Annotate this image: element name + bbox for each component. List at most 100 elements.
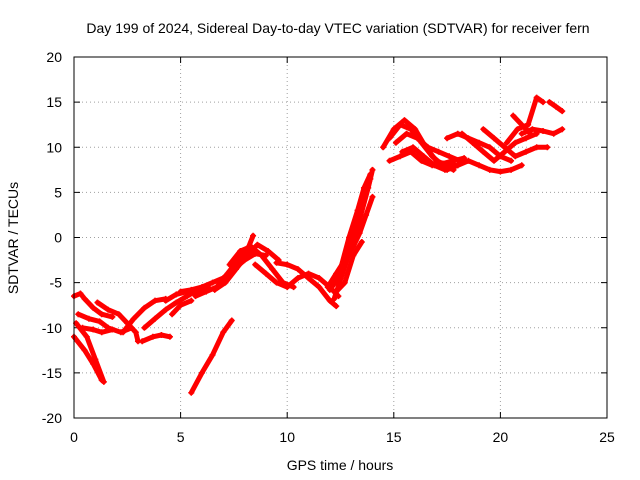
data-point — [360, 184, 367, 191]
data-point — [420, 153, 427, 160]
data-point — [424, 144, 431, 151]
data-point — [141, 324, 148, 331]
data-point — [81, 295, 88, 302]
x-axis-label: GPS time / hours — [287, 457, 394, 473]
y-tick-label: 20 — [46, 49, 62, 65]
data-point — [203, 288, 210, 295]
data-point — [512, 139, 519, 146]
data-point — [316, 284, 323, 291]
data-point — [367, 171, 374, 178]
data-point — [162, 306, 169, 313]
data-point — [508, 166, 515, 173]
data-point — [469, 139, 476, 146]
data-point — [326, 297, 333, 304]
data-point — [188, 286, 195, 293]
data-point — [75, 311, 82, 318]
data-point — [294, 275, 301, 282]
data-point — [81, 347, 88, 354]
data-point — [333, 270, 340, 277]
data-point — [98, 311, 105, 318]
data-point — [444, 162, 451, 169]
data-point — [222, 279, 229, 286]
data-point — [465, 157, 472, 164]
data-point — [265, 248, 272, 255]
data-point — [284, 284, 291, 291]
y-tick-label: -10 — [42, 320, 62, 336]
data-point — [550, 130, 557, 137]
data-point — [418, 157, 425, 164]
y-tick-label: -15 — [42, 365, 62, 381]
data-point — [552, 103, 559, 110]
data-point — [94, 299, 101, 306]
data-point — [83, 333, 90, 340]
data-point — [211, 286, 218, 293]
data-point — [228, 317, 235, 324]
data-point — [350, 243, 357, 250]
y-tick-label: 10 — [46, 139, 62, 155]
data-point — [533, 144, 540, 151]
data-point — [369, 166, 376, 173]
data-point — [173, 291, 180, 298]
data-point — [392, 139, 399, 146]
x-tick-label: 15 — [386, 429, 402, 445]
data-point — [120, 329, 127, 336]
data-point — [540, 99, 547, 106]
data-point — [115, 311, 122, 318]
data-track-7 — [139, 332, 173, 344]
data-point — [459, 130, 466, 137]
data-point — [429, 153, 436, 160]
data-point — [518, 121, 525, 128]
data-point — [363, 211, 370, 218]
data-point — [454, 162, 461, 169]
data-point — [350, 252, 357, 259]
data-point — [544, 144, 551, 151]
data-point — [529, 126, 536, 133]
data-point — [503, 139, 510, 146]
data-point — [444, 135, 451, 142]
data-point — [90, 326, 97, 333]
data-point — [92, 356, 99, 363]
y-axis-ticks: 20 15 10 5 0 -5 -10 -15 -20 — [42, 49, 607, 426]
data-point — [522, 135, 529, 142]
plot-area — [71, 94, 566, 396]
data-point — [486, 166, 493, 173]
data-point — [192, 293, 199, 300]
data-point — [250, 232, 257, 239]
data-point — [476, 139, 483, 146]
data-point — [527, 130, 534, 137]
data-point — [431, 162, 438, 169]
data-point — [331, 295, 338, 302]
x-tick-label: 20 — [493, 429, 509, 445]
data-point — [486, 144, 493, 151]
data-point — [233, 266, 240, 273]
data-point — [79, 324, 86, 331]
data-point — [559, 108, 566, 115]
data-point — [514, 126, 521, 133]
data-point — [399, 148, 406, 155]
data-point — [497, 168, 504, 175]
data-point — [98, 329, 105, 336]
data-point — [358, 239, 365, 246]
grid — [74, 57, 607, 418]
y-tick-label: -20 — [42, 410, 62, 426]
y-tick-label: 5 — [54, 184, 62, 200]
data-point — [169, 311, 176, 318]
data-point — [403, 130, 410, 137]
data-point — [397, 153, 404, 160]
data-track-17 — [188, 318, 235, 396]
data-point — [333, 288, 340, 295]
data-point — [284, 261, 291, 268]
data-point — [166, 333, 173, 340]
data-point — [90, 304, 97, 311]
y-tick-label: -5 — [50, 275, 63, 291]
data-point — [525, 121, 532, 128]
data-point — [337, 266, 344, 273]
data-point — [141, 304, 148, 311]
data-point — [401, 117, 408, 124]
data-point — [188, 389, 195, 396]
data-point — [339, 270, 346, 277]
data-point — [409, 144, 416, 151]
data-point — [139, 338, 146, 345]
data-point — [294, 266, 301, 273]
data-point — [209, 351, 216, 358]
